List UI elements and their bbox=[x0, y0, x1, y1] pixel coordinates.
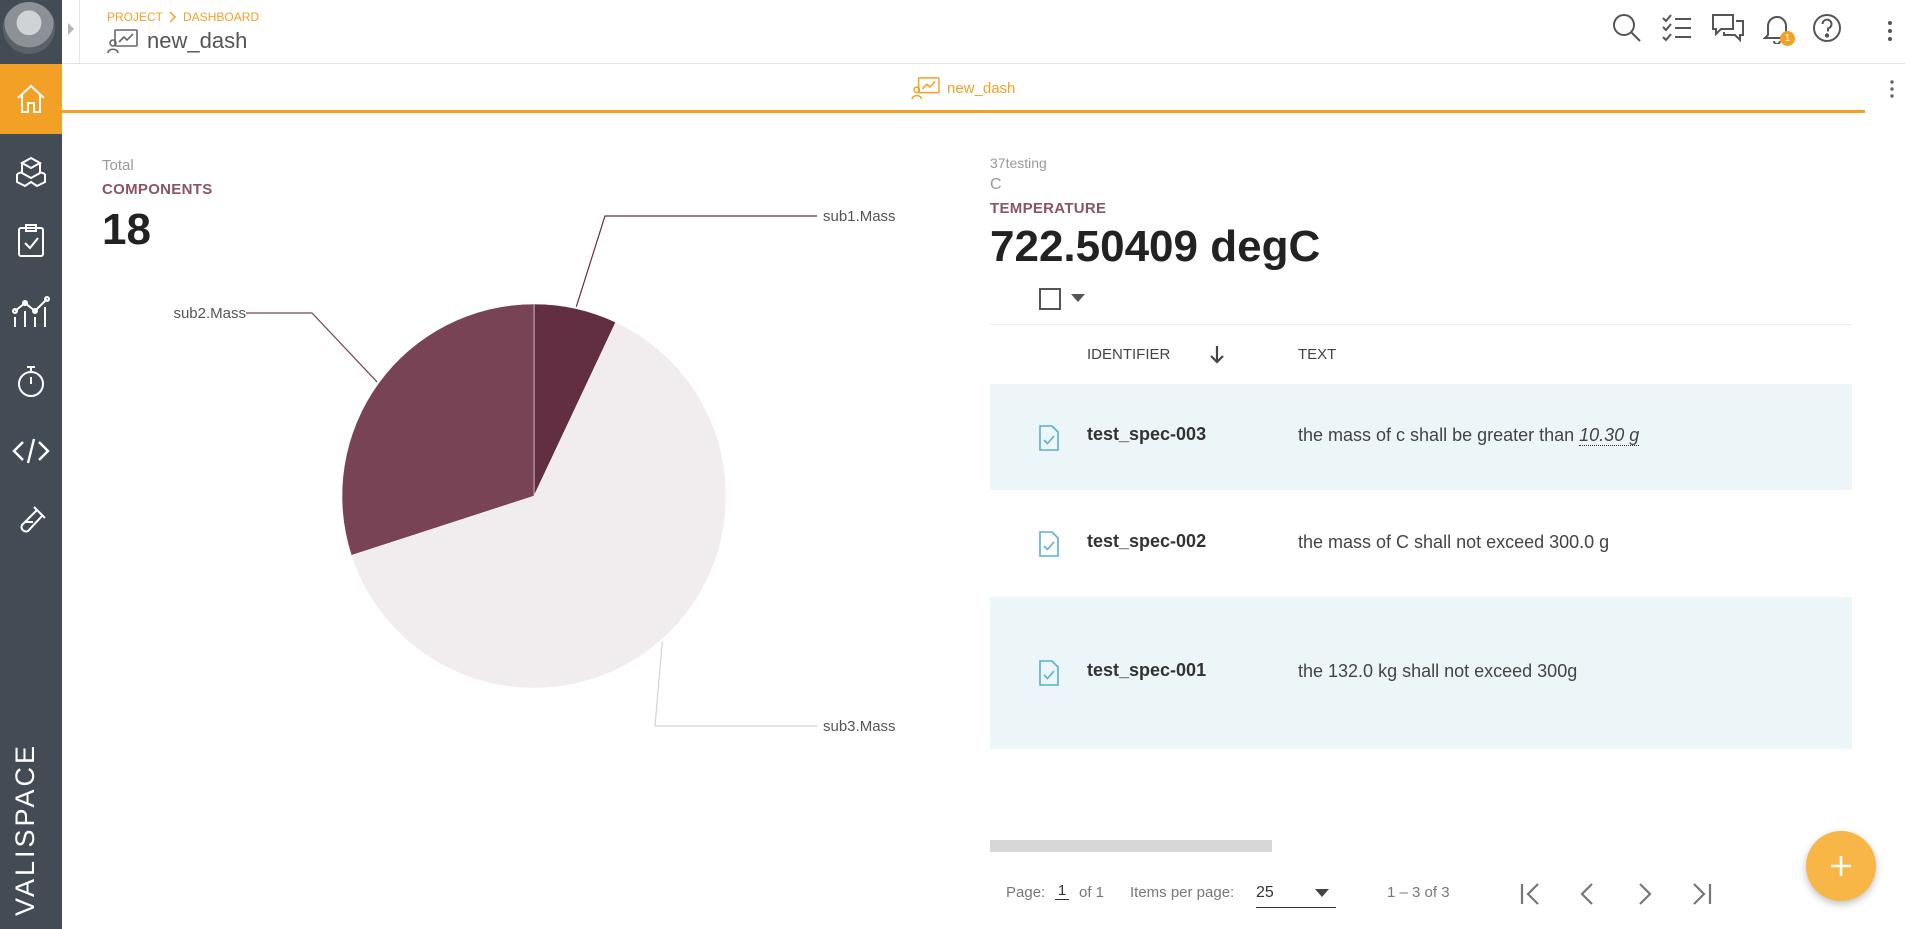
table-row[interactable]: test_spec-003 the mass of c shall be gre… bbox=[990, 384, 1852, 490]
brand-text: VALISPACE bbox=[10, 743, 40, 916]
pie-label: sub2.Mass bbox=[173, 305, 246, 322]
caret-down-icon bbox=[1315, 889, 1329, 897]
table-divider bbox=[990, 324, 1852, 325]
breadcrumb: PROJECT DASHBOARD bbox=[107, 10, 259, 24]
select-all-checkbox[interactable] bbox=[1038, 287, 1062, 311]
tab-new-dash[interactable]: new_dash bbox=[911, 76, 1015, 100]
pie-slice-sub3-mass[interactable] bbox=[351, 321, 727, 689]
timer-icon[interactable] bbox=[0, 346, 62, 416]
dashboard-icon bbox=[107, 29, 138, 54]
row-text: the 132.0 kg shall not exceed 300g bbox=[1298, 661, 1578, 681]
row-identifier[interactable]: test_spec-002 bbox=[1087, 531, 1207, 551]
analytics-icon[interactable] bbox=[0, 276, 62, 346]
valispace-brand-logo: VALISPACE bbox=[10, 743, 40, 916]
search-icon[interactable] bbox=[1611, 12, 1643, 44]
items-per-page-value: 25 bbox=[1256, 884, 1274, 901]
task-list-icon[interactable] bbox=[1661, 12, 1693, 44]
row-identifier[interactable]: test_spec-003 bbox=[1087, 424, 1207, 444]
components-caption: Total bbox=[102, 157, 134, 174]
requirement-doc-icon bbox=[1039, 531, 1059, 557]
previous-page-icon[interactable] bbox=[1576, 880, 1600, 908]
breadcrumb-project[interactable]: PROJECT bbox=[107, 10, 164, 24]
row-text-before: the mass of c shall be greater than bbox=[1298, 425, 1580, 445]
tab-label: new_dash bbox=[947, 79, 1016, 97]
code-icon[interactable] bbox=[0, 416, 62, 486]
pie-leader-line bbox=[575, 215, 817, 307]
row-text: the mass of c shall be greater than 10.3… bbox=[1298, 425, 1640, 446]
page-range: 1 – 3 of 3 bbox=[1387, 884, 1450, 901]
notifications-icon[interactable]: 1 bbox=[1761, 12, 1795, 46]
next-page-icon[interactable] bbox=[1632, 880, 1656, 908]
row-text-value[interactable]: 10.30 g bbox=[1579, 425, 1640, 446]
page-of-label: of 1 bbox=[1079, 884, 1105, 901]
pie-leader-line bbox=[246, 312, 378, 383]
add-widget-button[interactable] bbox=[1806, 831, 1876, 901]
header-actions: 1 bbox=[1611, 12, 1843, 46]
components-icon[interactable] bbox=[0, 136, 62, 206]
requirement-doc-icon bbox=[1039, 425, 1059, 451]
page-title: new_dash bbox=[147, 28, 248, 53]
discussions-icon[interactable] bbox=[1711, 12, 1744, 44]
dashboard-tab-bar: new_dash bbox=[62, 66, 1894, 113]
row-text: the mass of C shall not exceed 300.0 g bbox=[1298, 532, 1610, 552]
temperature-project: 37testing bbox=[990, 155, 1047, 171]
top-header: PROJECT DASHBOARD new_dash 1 bbox=[62, 0, 1905, 64]
row-identifier[interactable]: test_spec-001 bbox=[1087, 660, 1207, 680]
mass-pie-chart: sub1.Mass sub3.Mass sub2.Mass bbox=[173, 208, 896, 735]
requirements-icon[interactable] bbox=[0, 206, 62, 276]
more-vertical-icon[interactable] bbox=[1887, 20, 1893, 42]
help-icon[interactable] bbox=[1811, 12, 1843, 44]
sort-descending-icon[interactable] bbox=[1208, 344, 1226, 366]
temperature-component: C bbox=[990, 176, 1002, 193]
home-icon[interactable] bbox=[0, 64, 62, 134]
requirement-doc-icon bbox=[1039, 660, 1059, 686]
last-page-icon[interactable] bbox=[1688, 880, 1714, 908]
items-per-page-select[interactable]: 25 bbox=[1256, 880, 1336, 908]
components-label: COMPONENTS bbox=[102, 181, 213, 198]
pie-slice-sub2-mass[interactable] bbox=[341, 303, 535, 556]
horizontal-scrollbar[interactable] bbox=[990, 840, 1272, 852]
items-per-page-label: Items per page: bbox=[1130, 884, 1235, 901]
temperature-value: 722.50409 degC bbox=[990, 222, 1321, 271]
components-value: 18 bbox=[102, 205, 151, 254]
breadcrumb-dashboard[interactable]: DASHBOARD bbox=[183, 10, 260, 24]
chevron-right-icon bbox=[169, 11, 177, 23]
page-label: Page: bbox=[1006, 884, 1046, 901]
notification-badge: 1 bbox=[1780, 31, 1795, 46]
temperature-label: TEMPERATURE bbox=[990, 200, 1107, 217]
caret-down-icon[interactable] bbox=[1070, 292, 1086, 304]
pie-leader-line bbox=[654, 641, 817, 727]
test-tube-icon[interactable] bbox=[0, 486, 62, 556]
left-rail: VALISPACE bbox=[0, 0, 62, 929]
table-row[interactable]: test_spec-001 the 132.0 kg shall not exc… bbox=[990, 597, 1852, 749]
column-header-text[interactable]: TEXT bbox=[1298, 346, 1337, 363]
chevron-right-icon bbox=[68, 23, 74, 35]
page-input[interactable]: 1 bbox=[1055, 882, 1069, 900]
table-row[interactable]: test_spec-002 the mass of C shall not ex… bbox=[990, 490, 1852, 596]
pie-label: sub1.Mass bbox=[823, 208, 896, 225]
sidebar-toggle[interactable] bbox=[62, 0, 80, 64]
first-page-icon[interactable] bbox=[1518, 880, 1544, 908]
pie-label: sub3.Mass bbox=[823, 718, 896, 735]
dashboard-icon bbox=[911, 77, 940, 100]
column-header-identifier[interactable]: IDENTIFIER bbox=[1087, 346, 1171, 363]
page-title-row: new_dash bbox=[107, 28, 247, 54]
more-vertical-icon[interactable] bbox=[1889, 80, 1895, 98]
app-logo[interactable] bbox=[3, 2, 55, 54]
plus-icon bbox=[1831, 856, 1851, 876]
